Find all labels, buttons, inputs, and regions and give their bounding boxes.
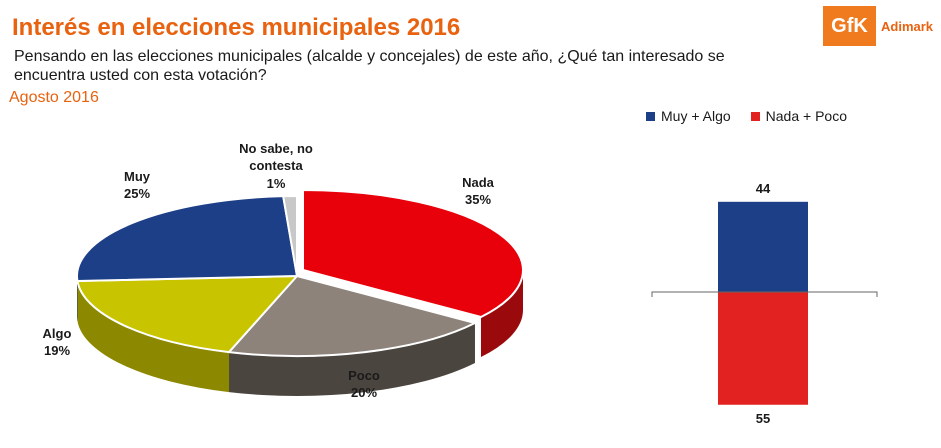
bar-zero-axis	[651, 291, 878, 297]
pie-side-poco	[229, 323, 475, 397]
legend-item-nada-poco: Nada + Poco	[750, 108, 847, 124]
pie-side-nada	[480, 270, 523, 358]
gfk-logo-mark: GfK	[823, 6, 876, 46]
pie-labels: Nada 35% Poco 20% Algo 19% Muy 25% No sa…	[43, 141, 495, 400]
page-title: Interés en elecciones municipales 2016	[12, 14, 461, 41]
bar-nada-poco	[718, 292, 808, 405]
pie-slice-muy	[76, 195, 299, 283]
slice-value-poco: 20%	[351, 385, 377, 400]
slice-label-algo: Algo	[43, 326, 72, 341]
slice-label-muy: Muy	[124, 169, 151, 184]
slice-value-muy: 25%	[124, 186, 150, 201]
bar-chart: 44 55	[651, 181, 878, 426]
slice-value-nsnc: 1%	[267, 176, 286, 191]
legend-swatch-muy-algo	[646, 111, 655, 121]
pie-slice-nsnc	[282, 194, 298, 277]
survey-question: Pensando en las elecciones municipales (…	[14, 48, 725, 84]
pie-slice-nada	[302, 188, 524, 319]
slice-label-nsnc-line2: contesta	[249, 158, 303, 173]
bar-legend: Muy + Algo Nada + Poco	[646, 108, 867, 124]
legend-item-muy-algo: Muy + Algo	[646, 108, 731, 124]
bar-value-nada-poco: 55	[756, 411, 770, 426]
pie-slice-algo	[76, 274, 300, 354]
legend-label-muy-algo: Muy + Algo	[661, 108, 731, 124]
slice-label-nsnc-line1: No sabe, no	[239, 141, 313, 156]
adimark-logo-text: Adimark	[881, 19, 934, 34]
pie-slice-poco	[226, 274, 478, 357]
gfk-adimark-logo: GfK Adimark	[823, 6, 933, 48]
slice-label-nada: Nada	[462, 175, 495, 190]
slice-label-poco: Poco	[348, 368, 380, 383]
bar-muy-algo	[718, 201, 808, 292]
bar-value-muy-algo: 44	[756, 181, 771, 196]
legend-swatch-nada-poco	[750, 111, 760, 121]
legend-label-nada-poco: Nada + Poco	[765, 108, 847, 124]
pie-chart	[76, 188, 524, 397]
slice-value-nada: 35%	[465, 192, 491, 207]
slice-value-algo: 19%	[44, 343, 70, 358]
survey-period: Agosto 2016	[9, 89, 99, 106]
